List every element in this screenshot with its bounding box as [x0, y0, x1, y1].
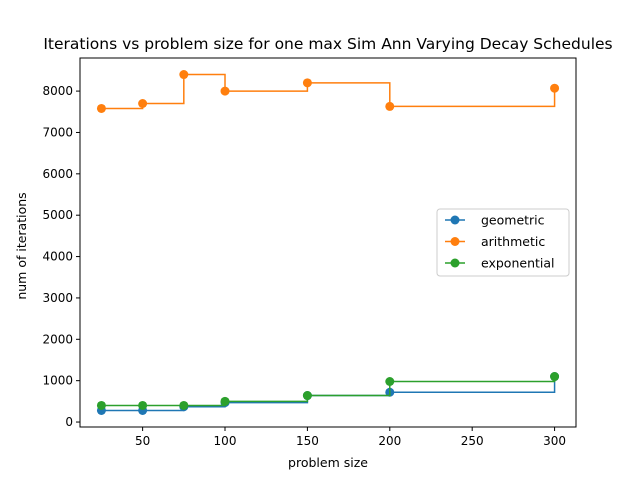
- legend-label-arithmetic: arithmetic: [481, 234, 545, 249]
- legend: geometric arithmetic exponential: [436, 208, 570, 277]
- x-axis-label: problem size: [288, 455, 368, 470]
- x-tick-label: 150: [296, 434, 319, 448]
- data-point-arithmetic: [138, 99, 148, 109]
- y-axis-label: num of iterations: [14, 192, 29, 299]
- legend-label-geometric: geometric: [481, 213, 545, 228]
- y-tick-label: 0: [65, 415, 73, 429]
- y-tick-label: 7000: [42, 125, 73, 139]
- y-tick-label: 8000: [42, 84, 73, 98]
- y-tick-label: 6000: [42, 167, 73, 181]
- data-point-exponential: [302, 391, 312, 401]
- data-point-arithmetic: [385, 101, 395, 111]
- legend-marker-exponential: [450, 258, 460, 268]
- data-point-exponential: [96, 400, 106, 410]
- x-axis-ticks: 50 100 150 200 250 300: [135, 427, 566, 448]
- y-axis-ticks: 0 1000 2000 3000 4000 5000 6000 7000 8000: [42, 84, 80, 429]
- legend-box: [436, 208, 570, 277]
- chart-title: Iterations vs problem size for one max S…: [43, 35, 612, 53]
- x-tick-label: 100: [214, 434, 237, 448]
- data-point-exponential: [550, 372, 560, 382]
- x-tick-label: 200: [378, 434, 401, 448]
- x-tick-label: 300: [543, 434, 566, 448]
- legend-marker-geometric: [450, 215, 460, 225]
- series-line-exponential: [101, 376, 556, 407]
- data-point-exponential: [385, 376, 395, 386]
- data-point-arithmetic: [302, 78, 312, 88]
- y-tick-label: 5000: [42, 208, 73, 222]
- axes-frame: [79, 57, 577, 428]
- y-tick-label: 2000: [42, 332, 73, 346]
- x-tick-label: 50: [135, 434, 150, 448]
- series-line-geometric: [101, 376, 556, 412]
- data-point-exponential: [138, 400, 148, 410]
- legend-marker-arithmetic: [450, 237, 460, 246]
- y-tick-label: 4000: [42, 250, 73, 264]
- data-point-arithmetic: [96, 103, 106, 113]
- plot-area: [96, 70, 560, 415]
- data-point-arithmetic: [550, 83, 560, 93]
- x-tick-label: 250: [461, 434, 484, 448]
- data-point-exponential: [220, 396, 230, 406]
- data-point-arithmetic: [220, 86, 230, 96]
- data-point-exponential: [179, 400, 189, 410]
- y-tick-label: 3000: [42, 291, 73, 305]
- legend-label-exponential: exponential: [481, 256, 555, 271]
- data-point-arithmetic: [179, 70, 189, 80]
- y-tick-label: 1000: [42, 374, 73, 388]
